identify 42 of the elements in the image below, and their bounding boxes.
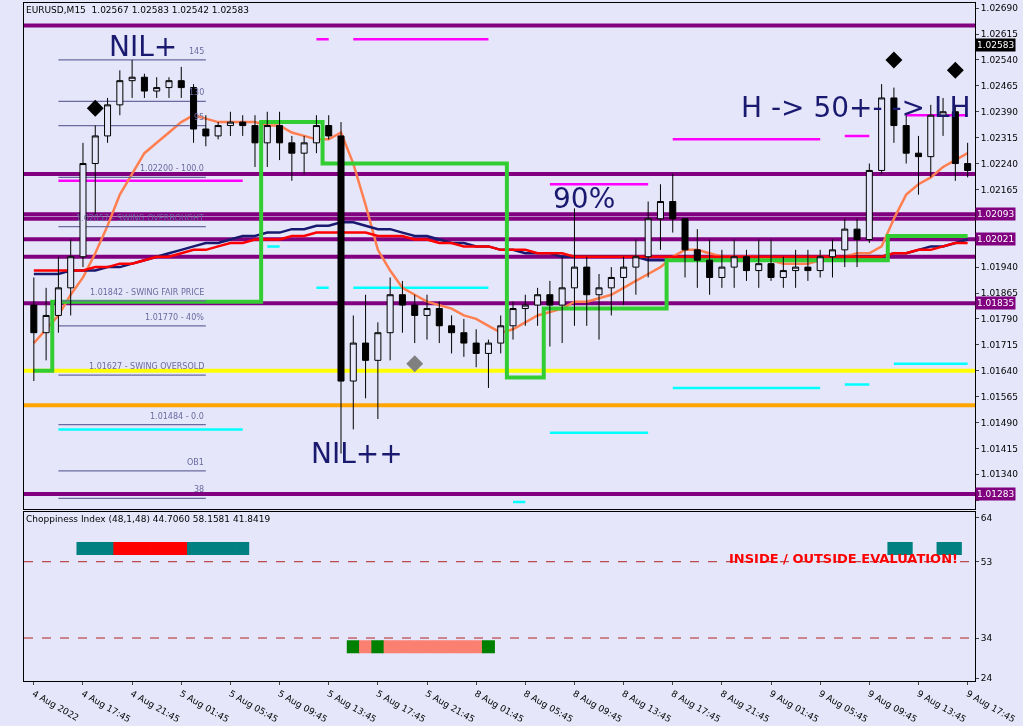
- annotation: Choppiness Index (48,1,48) 44.7060 58.1581 41.8419: [26, 514, 271, 524]
- y-tick-label: 1.02390: [980, 106, 1019, 117]
- y-tick-label: 1.02690: [980, 3, 1019, 14]
- y-tick-label: 1.02165: [980, 184, 1019, 195]
- annotation: INSIDE / OUTSIDE EVALUATION!: [729, 551, 958, 566]
- series-label: 1.01627 - SWING OVERSOLD: [89, 362, 205, 371]
- y-tick-label: 1.01790: [980, 314, 1019, 325]
- annotation: NIL+: [109, 30, 178, 63]
- series-label: 95: [194, 113, 205, 122]
- y-tick-label: 1.02540: [980, 55, 1019, 66]
- series-label: 130: [189, 88, 205, 97]
- y-tick-label: 34: [980, 633, 993, 644]
- y-tick-label: 1.02615: [980, 29, 1019, 40]
- y-tick-label: 1.01490: [980, 417, 1019, 428]
- y-tick-label: 1.02465: [980, 81, 1019, 92]
- ref-line-label: 1.02093: [977, 209, 1015, 219]
- y-tick-label: 1.01940: [980, 262, 1019, 273]
- annotation: NIL++: [311, 437, 403, 470]
- annotation: 1.02583: [977, 40, 1015, 50]
- series-label: OB1: [187, 458, 204, 467]
- y-tick-label: 53: [980, 556, 993, 567]
- series-label: 1.01842 - SWING FAIR PRICE: [90, 288, 205, 297]
- y-tick-label: 64: [980, 512, 993, 523]
- ref-line-label: 1.02021: [977, 234, 1015, 244]
- ref-line-label: 1.01283: [977, 489, 1015, 499]
- annotation: 90%: [553, 182, 616, 215]
- y-tick-label: 24: [980, 673, 993, 684]
- series-label: 1.01770 - 40%: [145, 313, 205, 322]
- annotation: EURUSD,M15 1.02567 1.02583 1.02542 1.02583: [26, 5, 250, 15]
- series-label: 145: [189, 47, 205, 56]
- ref-line-label: 1.01835: [977, 298, 1015, 308]
- series-label: 1.02200 - 100.0: [140, 164, 204, 173]
- y-tick-label: 1.01865: [980, 288, 1019, 299]
- y-tick-label: 1.02315: [980, 132, 1019, 143]
- y-tick-label: 1.01415: [980, 443, 1019, 454]
- y-tick-label: 1.01640: [980, 365, 1019, 376]
- y-tick-label: 1.01340: [980, 469, 1019, 480]
- y-tick-label: 1.01715: [980, 339, 1019, 350]
- series-label: 1.01484 - 0.0: [150, 412, 204, 421]
- y-tick-label: 1.02240: [980, 158, 1019, 169]
- y-tick-label: 1.01565: [980, 391, 1019, 402]
- series-label: 38: [194, 485, 205, 494]
